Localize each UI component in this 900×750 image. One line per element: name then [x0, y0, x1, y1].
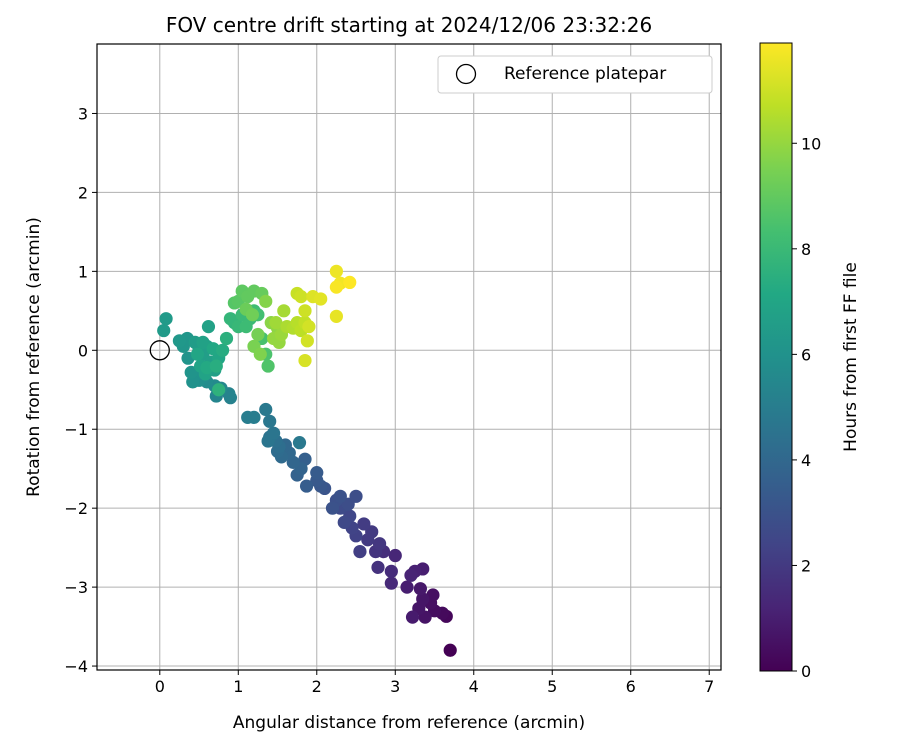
scatter-point	[416, 592, 430, 606]
colorbar-tick-label: 6	[801, 345, 811, 364]
y-tick-label: 3	[78, 104, 88, 123]
x-tick-label: 7	[704, 677, 714, 696]
scatter-point	[371, 560, 385, 574]
scatter-point	[212, 383, 226, 397]
data-points	[157, 264, 457, 657]
scatter-point	[329, 309, 343, 323]
y-tick-label: −2	[64, 499, 88, 518]
x-tick-label: 4	[469, 677, 479, 696]
y-tick-label: −4	[64, 657, 88, 676]
scatter-point	[267, 426, 281, 440]
scatter-point	[263, 414, 277, 428]
colorbar-ticks: 0 2 4 6 8 10	[792, 134, 821, 681]
y-tick-label: 2	[78, 183, 88, 202]
y-tick-label: 0	[78, 341, 88, 360]
colorbar-tick-label: 8	[801, 240, 811, 259]
scatter-point	[239, 320, 253, 334]
scatter-point	[329, 280, 343, 294]
x-tick-label: 5	[547, 677, 557, 696]
scatter-point	[353, 544, 367, 559]
scatter-point	[310, 466, 324, 480]
scatter-point	[384, 576, 398, 590]
scatter-point	[172, 334, 187, 348]
scatter-point	[159, 312, 173, 326]
y-tick-label: −3	[64, 578, 88, 597]
scatter-point	[209, 359, 223, 373]
colorbar: 0 2 4 6 8 10 Hours from first FF file	[759, 42, 861, 681]
scatter-point	[298, 353, 312, 368]
scatter-point	[384, 564, 398, 578]
x-axis-ticks: 0 1 2 3 4 5 6 7	[155, 670, 714, 696]
legend-box	[437, 55, 713, 94]
scatter-point	[190, 347, 205, 361]
scatter-point	[413, 582, 427, 596]
colorbar-tick-label: 2	[801, 556, 811, 575]
scatter-point	[314, 292, 328, 306]
y-axis-label: Rotation from reference (arcmin)	[24, 217, 44, 497]
scatter-point	[337, 515, 351, 529]
colorbar-gradient	[759, 42, 793, 672]
x-tick-label: 6	[626, 677, 636, 696]
scatter-point	[219, 331, 234, 346]
scatter-point	[388, 548, 402, 563]
legend: Reference platepar	[437, 55, 713, 94]
scatter-point	[261, 359, 275, 373]
y-tick-label: 1	[78, 262, 88, 281]
scatter-point	[245, 308, 260, 322]
reference-platepar-marker	[149, 340, 170, 361]
scatter-point	[372, 537, 387, 551]
scatter-point	[184, 365, 198, 379]
scatter-point	[443, 643, 457, 657]
scatter-point	[259, 294, 273, 308]
legend-marker	[455, 63, 477, 85]
scatter-point	[201, 320, 216, 334]
scatter-point	[196, 335, 210, 349]
scatter-point	[400, 580, 414, 594]
scatter-point	[329, 264, 343, 278]
scatter-point	[277, 304, 291, 318]
chart-title: FOV centre drift starting at 2024/12/06 …	[166, 13, 652, 37]
scatter-point	[269, 316, 283, 330]
colorbar-tick-label: 0	[801, 662, 811, 681]
x-tick-label: 1	[233, 677, 243, 696]
scatter-point	[404, 568, 418, 582]
scatter-point	[292, 436, 307, 450]
colorbar-label: Hours from first FF file	[841, 262, 861, 452]
colorbar-tick-label: 10	[801, 134, 821, 153]
scatter-point	[361, 533, 375, 547]
scatter-point	[298, 304, 312, 318]
scatter-point	[299, 479, 314, 493]
scatter-point	[251, 327, 265, 342]
x-tick-label: 0	[155, 677, 165, 696]
scatter-point	[215, 343, 230, 357]
scatter-point	[294, 290, 308, 304]
scatter-point	[253, 347, 267, 361]
scatter-point	[302, 320, 316, 334]
scatter-point	[333, 489, 347, 503]
plot-frame	[96, 43, 722, 671]
colorbar-tick-label: 4	[801, 451, 811, 470]
scatter-point	[405, 610, 420, 624]
legend-label: Reference platepar	[504, 64, 666, 84]
y-tick-label: −1	[64, 420, 88, 439]
scatter-point	[325, 501, 340, 515]
x-tick-label: 3	[390, 677, 400, 696]
scatter-point	[247, 410, 261, 424]
scatter-point	[343, 275, 357, 290]
scatter-point	[349, 489, 363, 503]
x-tick-label: 2	[312, 677, 322, 696]
scatter-point	[157, 323, 171, 338]
scatter-point	[259, 402, 273, 417]
scatter-point	[300, 334, 314, 348]
y-axis-ticks: −4 −3 −2 −1 0 1 2 3	[64, 104, 97, 676]
scatter-point	[426, 588, 440, 602]
scatter-point	[357, 517, 371, 531]
x-axis-label: Angular distance from reference (arcmin)	[233, 713, 585, 733]
